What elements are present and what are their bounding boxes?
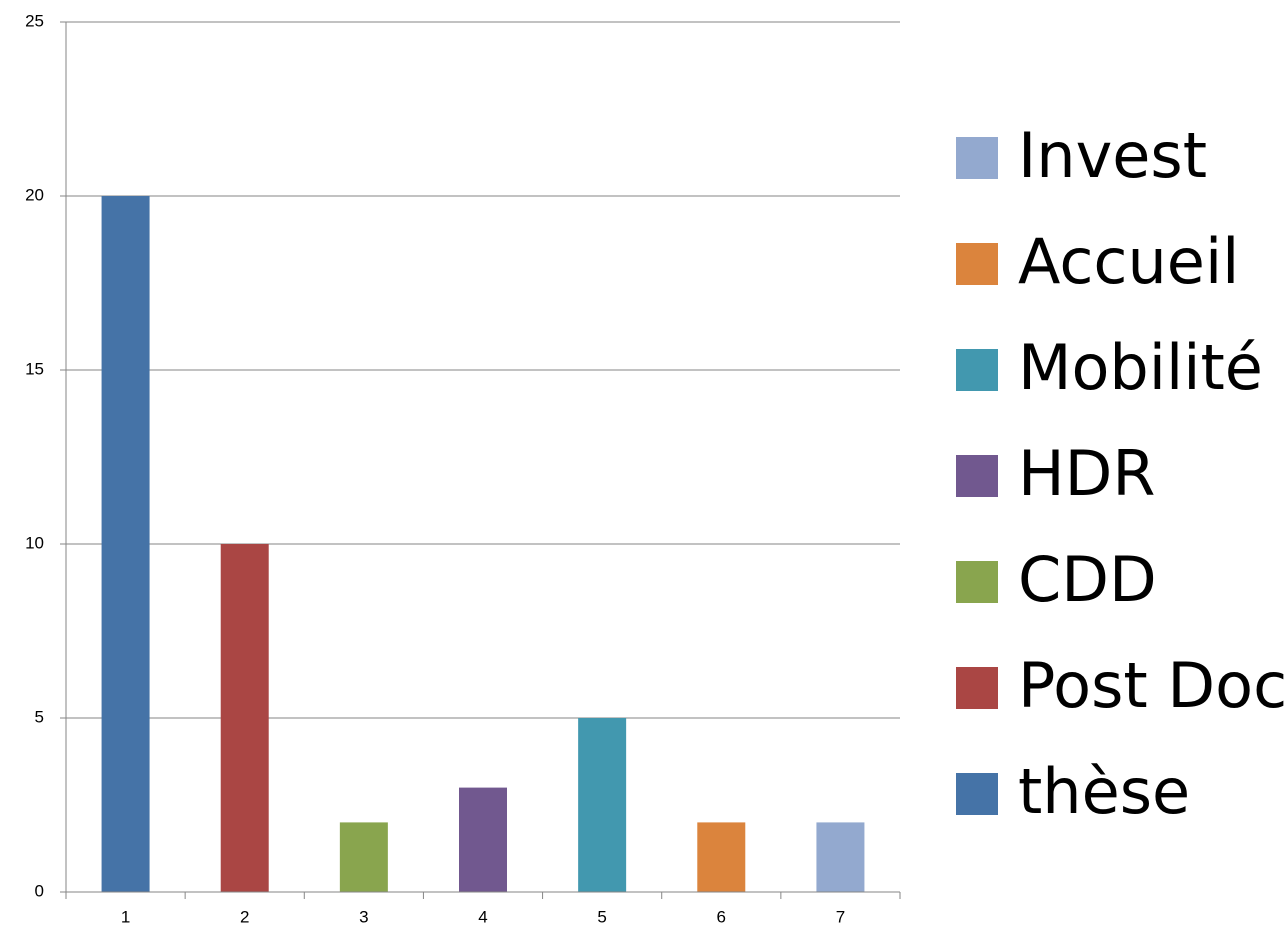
x-tick-label: 6 (717, 907, 726, 926)
y-tick-label: 10 (25, 533, 44, 552)
y-tick-label: 5 (35, 707, 44, 726)
legend-label: thèse (1018, 755, 1190, 828)
x-tick-label: 7 (836, 907, 845, 926)
legend-label: HDR (1018, 437, 1155, 510)
x-tick-label: 4 (478, 907, 487, 926)
bar (816, 822, 865, 892)
bar (578, 718, 627, 892)
legend-label: Post Doc (1018, 649, 1287, 722)
legend-label: CDD (1018, 543, 1157, 616)
legend-label: Accueil (1018, 225, 1239, 298)
x-tick-label: 5 (597, 907, 606, 926)
legend-swatch (956, 349, 998, 391)
bar (220, 544, 269, 892)
y-tick-label: 0 (35, 881, 44, 900)
legend-swatch (956, 773, 998, 815)
y-tick-label: 25 (25, 11, 44, 30)
legend-label: Invest (1018, 119, 1207, 192)
x-tick-label: 1 (121, 907, 130, 926)
legend-label: Mobilité (1018, 331, 1263, 404)
x-tick-label: 2 (240, 907, 249, 926)
bar (339, 822, 388, 892)
bar (697, 822, 746, 892)
legend-swatch (956, 561, 998, 603)
y-tick-label: 20 (25, 185, 44, 204)
y-tick-label: 15 (25, 359, 44, 378)
bar (101, 196, 150, 892)
legend-swatch (956, 243, 998, 285)
legend-swatch (956, 667, 998, 709)
bar (459, 787, 507, 892)
legend-swatch (956, 137, 998, 179)
x-tick-label: 3 (359, 907, 368, 926)
legend-swatch (956, 455, 998, 497)
